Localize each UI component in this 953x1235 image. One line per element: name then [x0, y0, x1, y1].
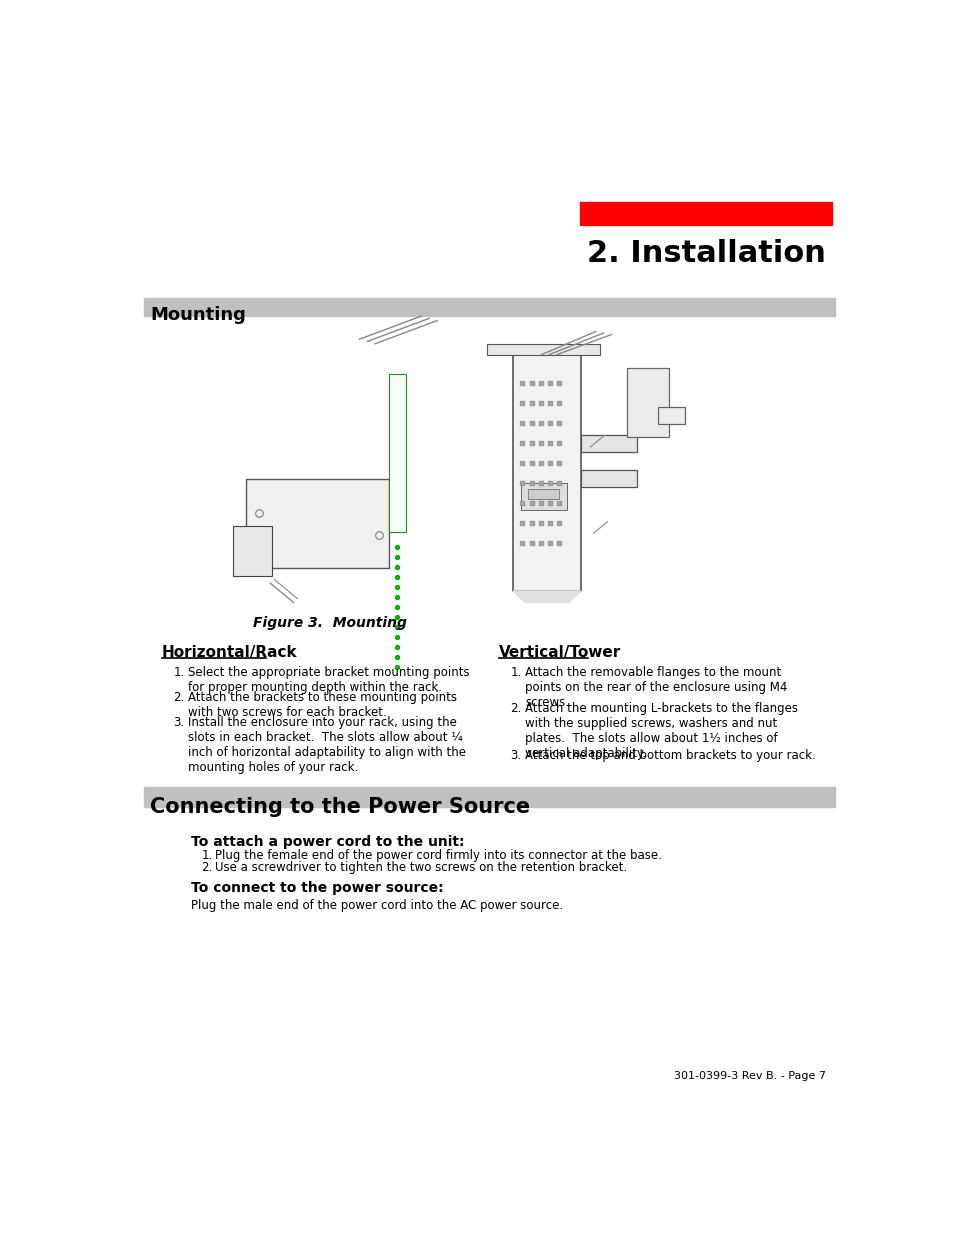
Bar: [580, 471, 637, 487]
Bar: [245, 479, 389, 568]
Bar: [580, 436, 637, 452]
Text: 3.: 3.: [173, 716, 185, 730]
Text: Plug the female end of the power cord firmly into its connector at the base.: Plug the female end of the power cord fi…: [215, 848, 661, 862]
Text: Connecting to the Power Source: Connecting to the Power Source: [150, 797, 530, 816]
Text: Horizontal/Rack: Horizontal/Rack: [162, 645, 297, 659]
Text: Figure 3.  Mounting: Figure 3. Mounting: [253, 616, 406, 630]
Text: Attach the removable flanges to the mount
points on the rear of the enclosure us: Attach the removable flanges to the moun…: [525, 666, 787, 709]
Text: 1.: 1.: [173, 666, 185, 679]
Bar: [144, 298, 835, 316]
Text: 2.: 2.: [173, 692, 185, 704]
Text: Plug the male end of the power cord into the AC power source.: Plug the male end of the power cord into…: [191, 899, 562, 911]
Text: 1.: 1.: [510, 666, 521, 679]
Text: 3.: 3.: [510, 748, 521, 762]
Text: 1.: 1.: [201, 848, 213, 862]
Text: Attach the mounting L-brackets to the flanges
with the supplied screws, washers : Attach the mounting L-brackets to the fl…: [525, 701, 798, 760]
Text: Select the appropriate bracket mounting points
for proper mounting depth within : Select the appropriate bracket mounting …: [188, 666, 470, 694]
Bar: [487, 343, 599, 354]
Text: Use a screwdriver to tighten the two screws on the retention bracket.: Use a screwdriver to tighten the two scr…: [215, 861, 627, 874]
Text: Install the enclosure into your rack, using the
slots in each bracket.  The slot: Install the enclosure into your rack, us…: [188, 716, 466, 774]
Text: 2. Installation: 2. Installation: [586, 240, 825, 268]
Bar: [389, 374, 406, 531]
Polygon shape: [513, 592, 580, 603]
Bar: [626, 368, 669, 437]
Text: Attach the brackets to these mounting points
with two screws for each bracket.: Attach the brackets to these mounting po…: [188, 692, 456, 719]
Bar: [144, 787, 835, 806]
Text: Attach the top and bottom brackets to your rack.: Attach the top and bottom brackets to yo…: [525, 748, 815, 762]
Text: To attach a power cord to the unit:: To attach a power cord to the unit:: [191, 835, 463, 848]
Bar: [528, 489, 558, 499]
Bar: [513, 348, 580, 592]
Bar: [579, 203, 831, 225]
Text: 301-0399-3 Rev B. - Page 7: 301-0399-3 Rev B. - Page 7: [674, 1072, 825, 1082]
Text: Mounting: Mounting: [150, 306, 246, 324]
Text: Vertical/Tower: Vertical/Tower: [498, 645, 620, 659]
Text: 2.: 2.: [201, 861, 213, 874]
Text: To connect to the power source:: To connect to the power source:: [191, 882, 443, 895]
Bar: [233, 526, 272, 576]
Text: 2.: 2.: [510, 701, 521, 715]
Bar: [658, 406, 684, 424]
Bar: [520, 483, 567, 510]
